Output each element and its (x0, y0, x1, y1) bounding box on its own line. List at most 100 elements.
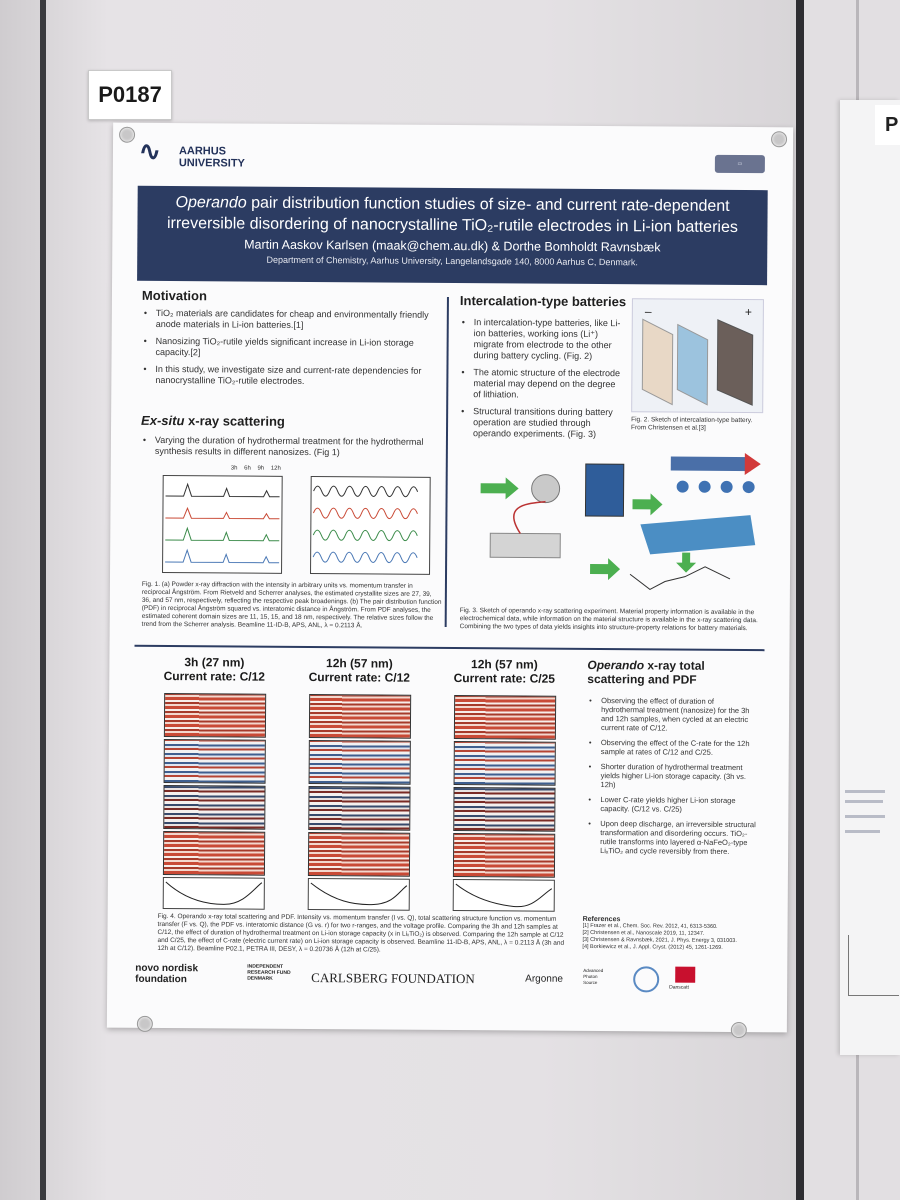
fig3-caption: Fig. 3. Sketch of operando x-ray scatter… (459, 607, 758, 633)
affiliation: Department of Chemistry, Aarhus Universi… (266, 254, 638, 268)
column-heading-12h-c12: 12h (57 nm) Current rate: C/12 (294, 656, 424, 685)
voltage-profile (307, 878, 410, 911)
voltage-curve (165, 881, 263, 905)
booth-label: P0187 (88, 70, 172, 120)
column-heading-12h-c25: 12h (57 nm) Current rate: C/25 (439, 657, 569, 686)
column-heading-line2: Current rate: C/12 (308, 670, 411, 685)
fig1-legend: 3h 6h 9h 12h (231, 465, 281, 471)
heatmap-intensity (308, 694, 412, 739)
research-poster: ∿ AARHUS UNIVERSITY ▭ Operando pair dist… (106, 122, 794, 1039)
intercalation-bullet: The atomic structure of the electrode ma… (461, 367, 621, 401)
danscatt-logo: Danscatt (669, 984, 689, 991)
column-heading-line2: Current rate: C/25 (453, 671, 556, 686)
heatmap-intensity (453, 695, 557, 740)
intercalation-bullet: In intercalation-type batteries, like Li… (462, 317, 622, 362)
pin-icon (771, 131, 788, 148)
pin-icon (136, 1015, 153, 1032)
exsitu-heading: Ex-situ x-ray scattering (141, 413, 285, 429)
operando-bullet: Lower C-rate yields higher Li-ion storag… (588, 795, 756, 814)
board-frame-left (40, 0, 46, 1200)
title-banner: Operando pair distribution function stud… (137, 185, 768, 286)
pin-icon (730, 1021, 747, 1039)
section-divider (134, 644, 765, 652)
intercalation-heading: Intercalation-type batteries (459, 293, 627, 310)
adjacent-poster-text (845, 790, 885, 793)
heatmap-structure-function (453, 741, 556, 786)
adjacent-poster (840, 100, 900, 1055)
column-heading-line1: 3h (27 nm) (184, 655, 245, 670)
operando-heading: Operando x-ray total scattering and PDF (587, 658, 757, 687)
university-name: AARHUS UNIVERSITY (178, 145, 245, 170)
voltage-curve (310, 882, 408, 906)
motivation-bullets: TiO₂ materials are candidates for cheap … (143, 308, 434, 394)
battery-schematic-icon: + – (641, 304, 754, 406)
exsitu-heading-rest: x-ray scattering (184, 413, 285, 429)
aps-logo: Advanced Photon Source (583, 967, 604, 986)
novo-nordisk-logo: novo nordisk foundation (135, 962, 199, 986)
voltage-curve (455, 883, 553, 908)
motivation-bullet: TiO₂ materials are candidates for cheap … (144, 308, 434, 332)
svg-text:–: – (645, 304, 652, 318)
heatmap-pdf (163, 785, 266, 830)
argonne-logo: Argonne (525, 973, 564, 985)
legend-entry: 3h (230, 465, 238, 472)
danscatt-flag-icon (675, 966, 696, 983)
title-italic: Operando (175, 194, 247, 212)
adjacent-poster-text (845, 830, 880, 833)
aarhus-logo-icon: ∿ (138, 135, 161, 166)
voltage-profile (162, 877, 265, 910)
adjacent-poster-text (845, 800, 883, 803)
fig1a-xrd-plot (162, 474, 283, 574)
operando-bullet: Upon deep discharge, an irreversible str… (588, 819, 756, 856)
heatmap-pdf (308, 786, 411, 831)
carlsberg-logo: CARLSBERG FOUNDATION (311, 970, 475, 987)
intercalation-bullet: Structural transitions during battery op… (461, 406, 621, 440)
operando-bullet: Shorter duration of hydrothermal treatme… (589, 762, 757, 790)
references: References [1] Frazer et al., Chem. Soc.… (582, 916, 762, 952)
operando-bullets: Observing the effect of duration of hydr… (588, 696, 757, 862)
heatmap-structure-function (308, 740, 411, 785)
adjacent-poster-label: P (875, 105, 900, 145)
desy-logo-icon (633, 966, 660, 993)
exsitu-bullet: Varying the duration of hydrothermal tre… (143, 435, 433, 459)
operando-setup-icon (480, 453, 761, 590)
motivation-bullet: In this study, we investigate size and c… (143, 364, 433, 388)
heatmap-pdf-long (452, 833, 556, 878)
exsitu-heading-italic: Ex-situ (141, 412, 185, 429)
university-logo: ∿ AARHUS UNIVERSITY (138, 135, 245, 170)
heatmap-pdf-long (162, 831, 266, 876)
battery-schematic-figure: + – (631, 298, 764, 414)
sponsor-logos: novo nordisk foundation INDEPENDENT RESE… (135, 963, 765, 1002)
pdf-traces (312, 485, 419, 564)
battery-badge-icon: ▭ (714, 154, 765, 174)
column-heading-3h: 3h (27 nm) Current rate: C/12 (149, 655, 279, 684)
fig4-caption: Fig. 4. Operando x-ray total scattering … (157, 912, 565, 954)
heatmap-structure-function (163, 739, 266, 784)
legend-entry: 6h (244, 465, 251, 472)
voltage-profile (452, 879, 555, 912)
irfd-logo: INDEPENDENT RESEARCH FUND DENMARK (247, 963, 291, 982)
svg-text:+: + (745, 305, 752, 319)
fig1b-pdf-plot (310, 476, 431, 575)
exsitu-bullets: Varying the duration of hydrothermal tre… (143, 435, 433, 465)
operando-bullet: Observing the effect of duration of hydr… (589, 696, 757, 733)
legend-entry: 9h (257, 465, 265, 472)
operando-bullet: Observing the effect of the C-rate for t… (589, 738, 757, 757)
column-heading-line1: 12h (57 nm) (471, 657, 538, 672)
intercalation-bullets: In intercalation-type batteries, like Li… (461, 317, 622, 446)
pin-icon (119, 126, 136, 143)
fig2-caption: Fig. 2. Sketch of intercalation-type bat… (631, 416, 753, 432)
operando-heading-italic: Operando (587, 657, 645, 673)
motivation-bullet: Nanosizing TiO₂-rutile yields significan… (144, 336, 434, 360)
column-heading-line2: Current rate: C/12 (163, 669, 266, 684)
heatmap-pdf (453, 787, 556, 832)
heatmap-intensity (163, 693, 267, 738)
fig1-caption: Fig. 1. (a) Powder x-ray diffraction wit… (141, 580, 442, 630)
column-heading-line1: 12h (57 nm) (326, 656, 393, 671)
adjacent-poster-text (845, 815, 885, 818)
heatmap-pdf-long (307, 832, 411, 877)
board-frame-right (796, 0, 804, 1200)
xrd-traces (165, 482, 280, 564)
authors: Martin Aaskov Karlsen (maak@chem.au.dk) … (244, 237, 661, 255)
column-divider (444, 296, 449, 627)
